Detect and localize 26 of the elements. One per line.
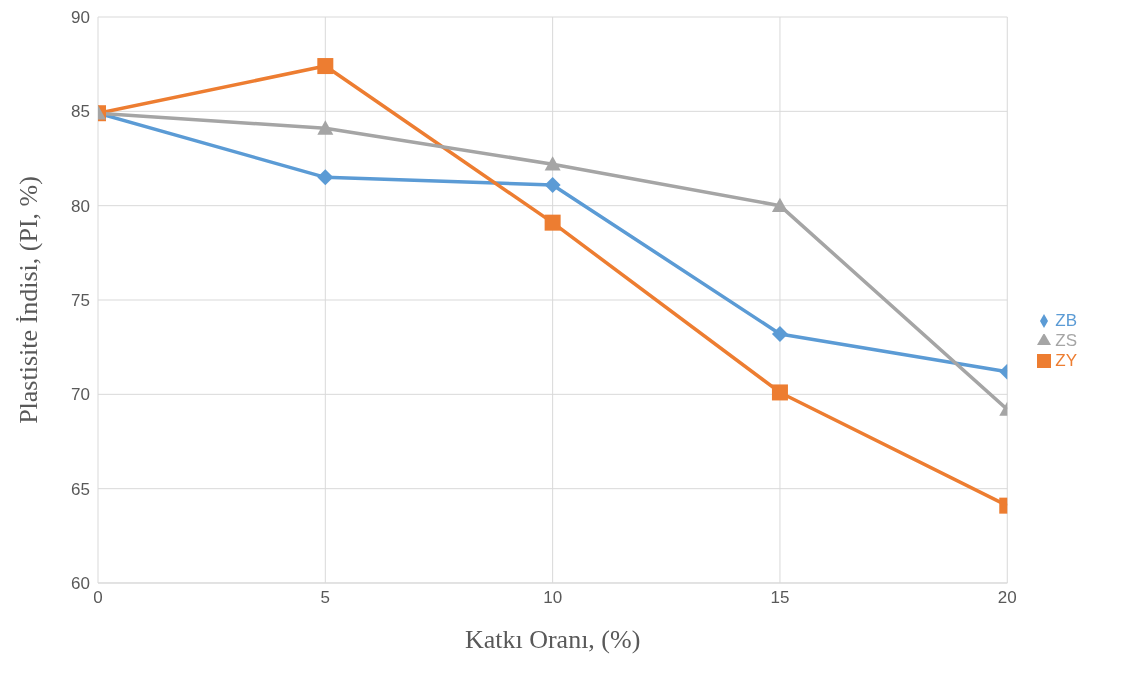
point [544, 176, 561, 193]
legend-label: ZB [1055, 310, 1077, 330]
x-tick-label: 10 [543, 588, 563, 608]
point [544, 156, 561, 171]
y-axis-title: Plastisite İndisi, (PI, %) [14, 176, 44, 424]
point [544, 214, 561, 231]
x-tick-label: 15 [770, 588, 790, 608]
y-tick-label: 60 [71, 574, 90, 594]
legend-label: ZY [1055, 350, 1077, 370]
point [317, 169, 334, 186]
y-tick-label: 90 [71, 8, 90, 28]
y-tick-label: 70 [71, 385, 90, 405]
point [771, 384, 788, 401]
x-tick-label: 5 [320, 588, 331, 608]
point [317, 120, 334, 135]
y-tick-label: 75 [71, 291, 90, 311]
x-axis-title: Katkı Oranı, (%) [464, 625, 641, 654]
legend-label: ZS [1055, 330, 1077, 350]
x-tick-label: 0 [93, 588, 103, 608]
y-tick-label: 85 [71, 102, 90, 122]
point [317, 58, 334, 75]
point [771, 325, 788, 342]
x-tick-label: 20 [997, 588, 1017, 608]
y-tick-label: 65 [71, 479, 90, 499]
point [771, 197, 788, 213]
y-tick-label: 80 [71, 196, 90, 216]
